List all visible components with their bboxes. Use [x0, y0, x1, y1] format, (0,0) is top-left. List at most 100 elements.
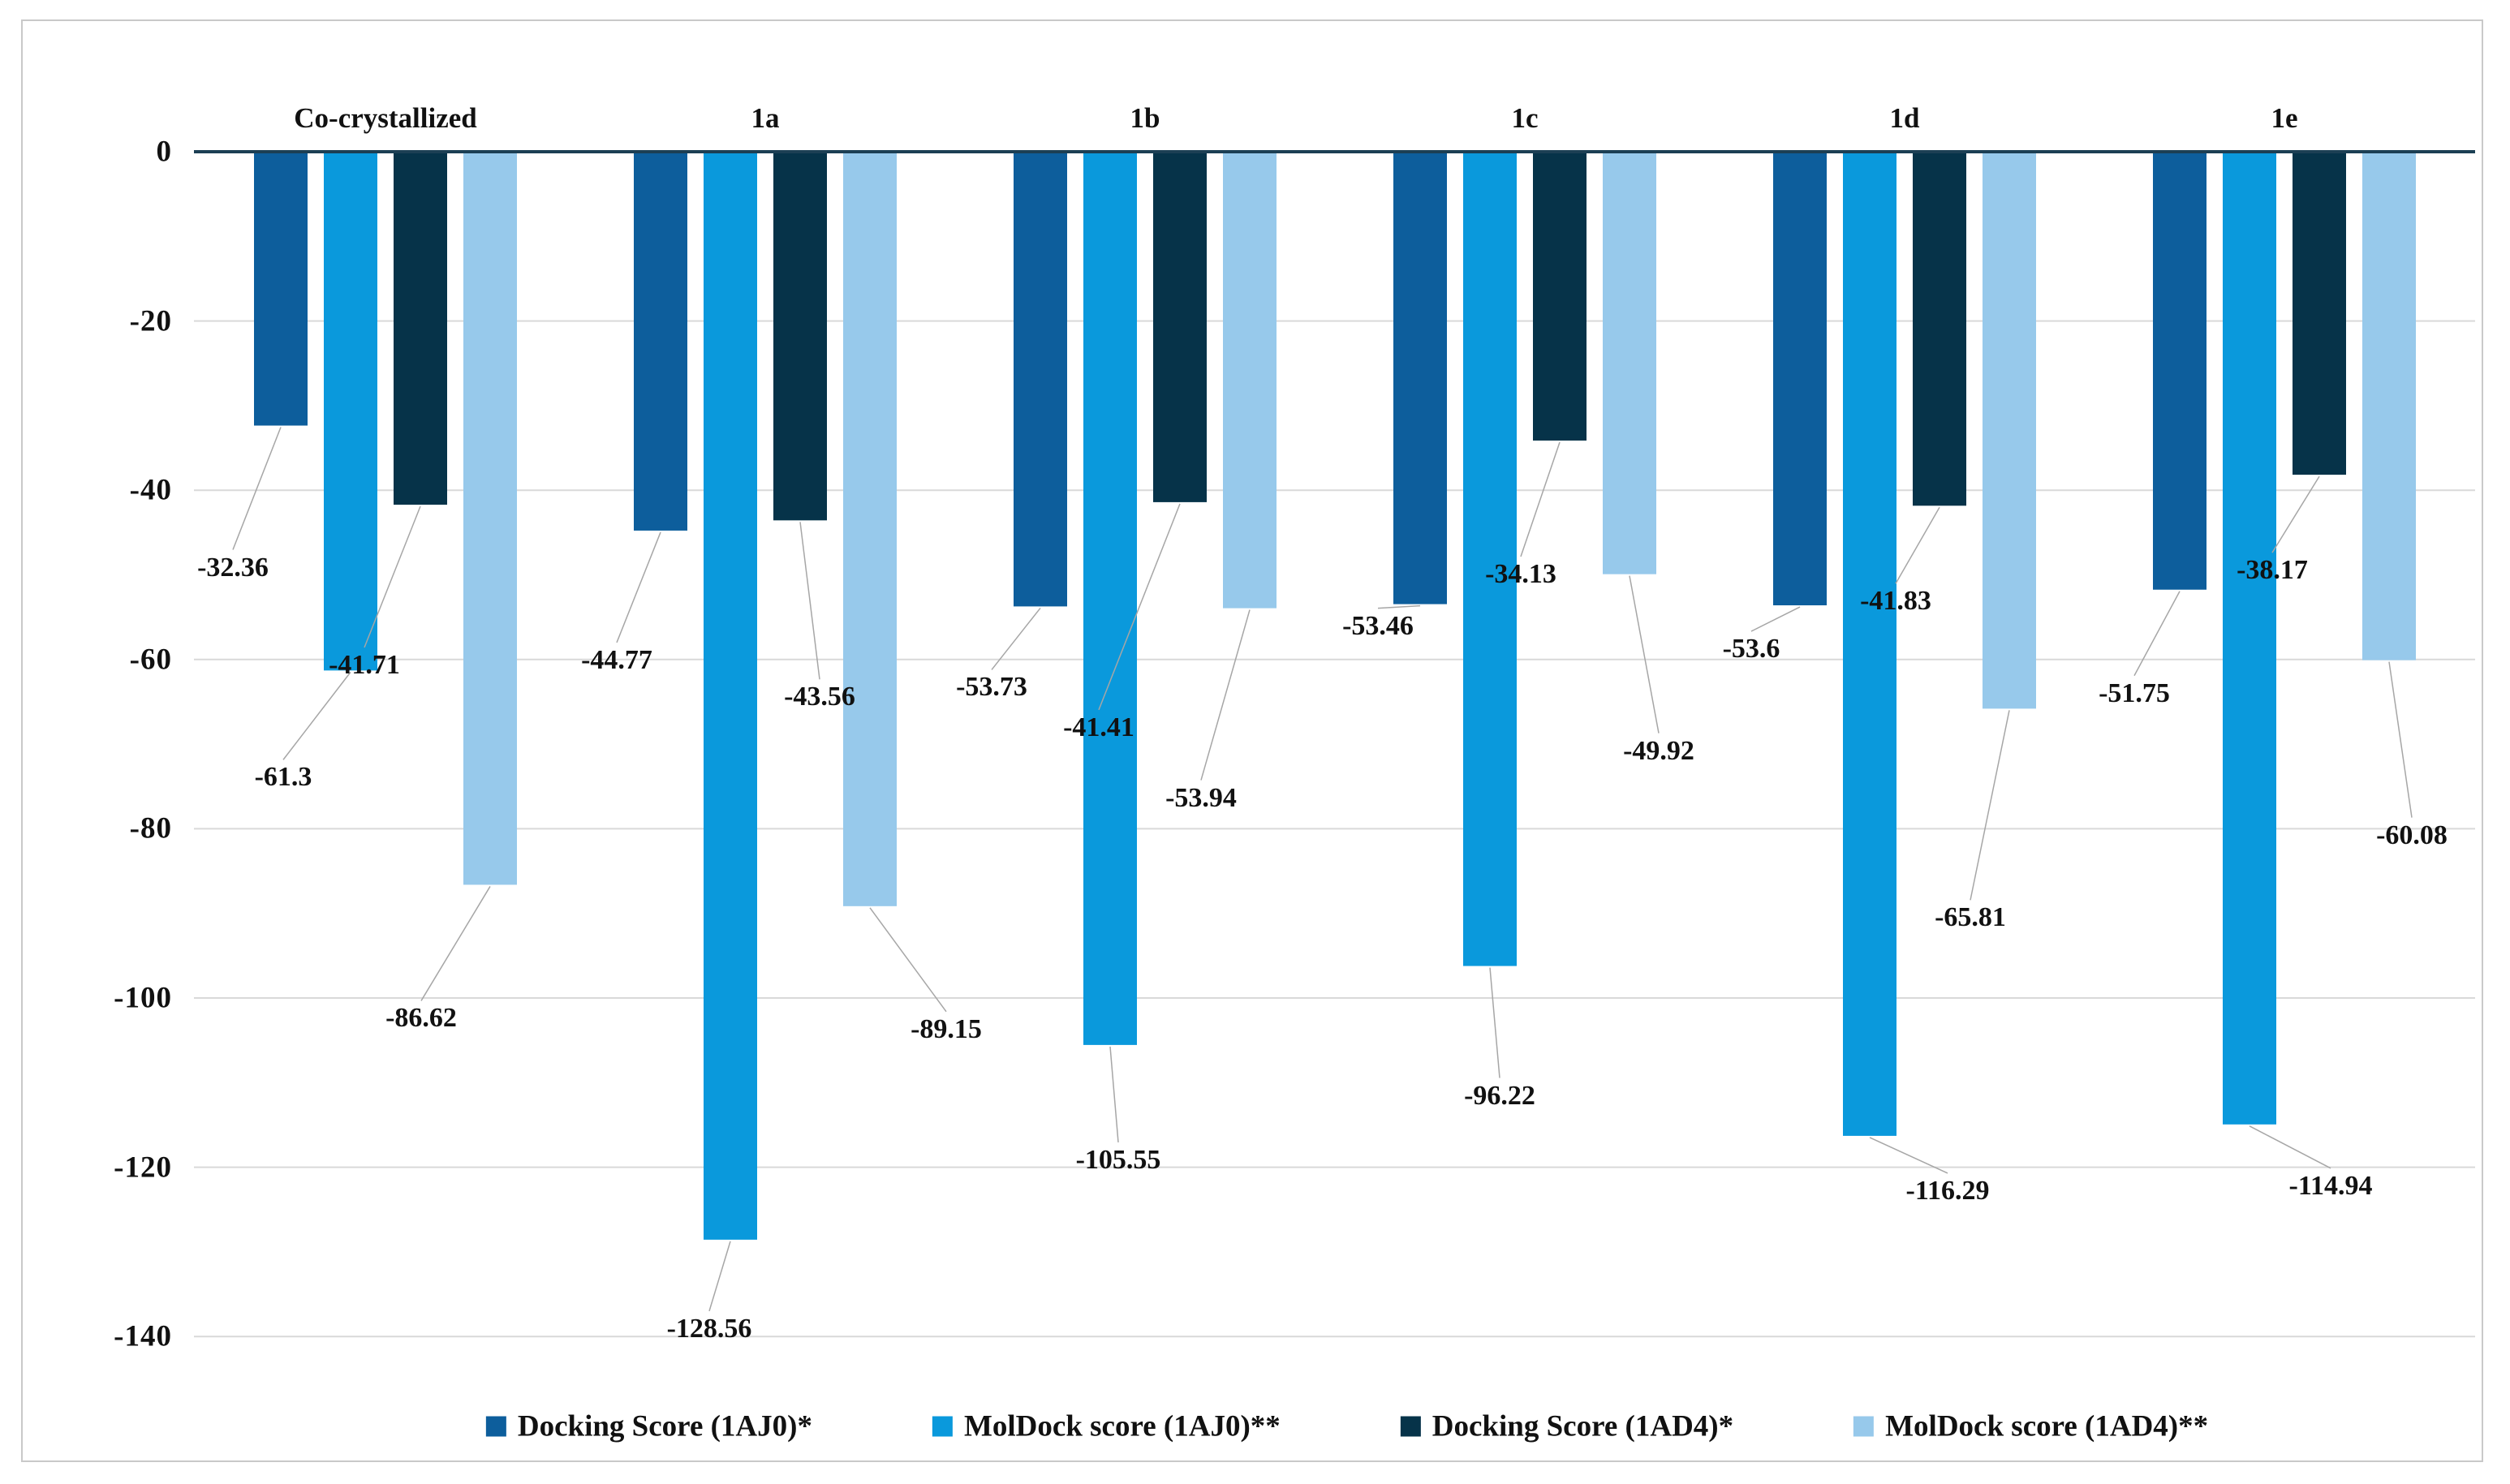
data-label: -86.62 [385, 1003, 457, 1034]
legend-swatch-icon [932, 1416, 953, 1437]
bar [1843, 152, 1896, 1136]
bar [1014, 152, 1067, 607]
leader-line [2388, 661, 2413, 818]
category-label: 1b [1130, 102, 1160, 134]
data-label: -41.71 [329, 650, 400, 681]
bar [2293, 152, 2346, 475]
legend-label: Docking Score (1AD4)* [1432, 1409, 1734, 1443]
bar [463, 152, 517, 885]
bar [1153, 152, 1207, 502]
leader-line [1869, 1137, 1948, 1174]
bar [704, 152, 757, 1240]
data-label: -116.29 [1905, 1175, 1990, 1206]
leader-line [869, 907, 947, 1013]
leader-line [1377, 604, 1421, 609]
leader-line [1750, 606, 1801, 632]
leader-line [364, 505, 421, 648]
bar [394, 152, 447, 505]
bar [2362, 152, 2416, 660]
leader-line [2133, 591, 2181, 677]
legend-item: MolDock score (1AJ0)** [932, 1409, 1281, 1444]
legend-item: MolDock score (1AD4)** [1853, 1409, 2208, 1444]
leader-line [1109, 1046, 1119, 1142]
legend-swatch-icon [1400, 1416, 1421, 1437]
bar [843, 152, 897, 906]
data-label: -38.17 [2237, 555, 2308, 586]
leader-line [708, 1241, 731, 1312]
data-label: -65.81 [1935, 902, 2006, 933]
leader-line [1895, 506, 1940, 584]
data-label: -128.56 [666, 1313, 752, 1344]
y-tick-label: -140 [114, 1319, 172, 1353]
y-tick-label: -100 [114, 981, 172, 1015]
bar [773, 152, 827, 521]
bar [1463, 152, 1517, 966]
legend-label: MolDock score (1AD4)** [1885, 1409, 2209, 1443]
legend-item: Docking Score (1AD4)* [1400, 1409, 1734, 1444]
data-label: -89.15 [911, 1013, 982, 1044]
y-tick-label: -60 [129, 643, 172, 677]
y-tick-label: 0 [156, 135, 172, 169]
leader-line [1200, 609, 1251, 781]
leader-line [991, 607, 1041, 670]
y-tick-label: -20 [129, 304, 172, 338]
data-label: -53.46 [1342, 610, 1414, 641]
category-label: 1e [2271, 102, 2298, 134]
data-label: -44.77 [581, 644, 652, 675]
bar [2153, 152, 2206, 590]
leader-line [1970, 710, 2010, 901]
data-label: -105.55 [1075, 1144, 1161, 1175]
bar [1083, 152, 1137, 1045]
data-label: -53.6 [1722, 634, 1780, 665]
leader-line [1520, 441, 1561, 557]
leader-line [282, 671, 351, 760]
data-label: -53.94 [1165, 782, 1237, 813]
category-label: Co-crystallized [294, 102, 477, 134]
bar [2223, 152, 2276, 1125]
legend: Docking Score (1AJ0)* MolDock score (1AJ0… [485, 1409, 2208, 1444]
data-label: -43.56 [784, 682, 855, 712]
category-label: 1d [1889, 102, 1920, 134]
bar [254, 152, 308, 426]
data-label: -32.36 [197, 552, 269, 583]
data-label: -34.13 [1485, 558, 1556, 589]
data-label: -60.08 [2376, 819, 2448, 850]
leader-line [616, 531, 661, 643]
chart-border-frame [21, 19, 2483, 1462]
category-label: 1a [751, 102, 780, 134]
leader-line [232, 427, 282, 550]
legend-swatch-icon [1853, 1416, 1875, 1437]
leader-line [1629, 575, 1660, 733]
leader-line [1098, 503, 1181, 711]
category-label: 1c [1511, 102, 1539, 134]
leader-line [420, 886, 491, 1001]
data-label: -51.75 [2099, 677, 2170, 708]
legend-label: Docking Score (1AJ0)* [517, 1409, 812, 1443]
y-tick-label: -80 [129, 811, 172, 845]
leader-line [2271, 475, 2320, 553]
data-label: -41.83 [1860, 586, 1931, 617]
bar [1603, 152, 1656, 574]
bar [1983, 152, 2036, 709]
bar [1533, 152, 1587, 441]
bar [1223, 152, 1277, 609]
bar [1913, 152, 1966, 506]
leader-line [1489, 967, 1500, 1078]
bar [324, 152, 377, 671]
leader-line [2249, 1125, 2331, 1169]
legend-label: MolDock score (1AJ0)** [963, 1409, 1281, 1443]
data-label: -49.92 [1623, 735, 1694, 766]
y-tick-label: -40 [129, 473, 172, 507]
legend-item: Docking Score (1AJ0)* [485, 1409, 812, 1444]
y-tick-label: -120 [114, 1151, 172, 1185]
legend-swatch-icon [485, 1416, 506, 1437]
data-label: -41.41 [1063, 712, 1134, 742]
data-label: -114.94 [2288, 1170, 2373, 1201]
leader-line [799, 522, 820, 680]
data-label: -61.3 [254, 762, 312, 793]
data-label: -53.73 [956, 672, 1027, 703]
bar [1773, 152, 1827, 606]
bar [634, 152, 687, 531]
